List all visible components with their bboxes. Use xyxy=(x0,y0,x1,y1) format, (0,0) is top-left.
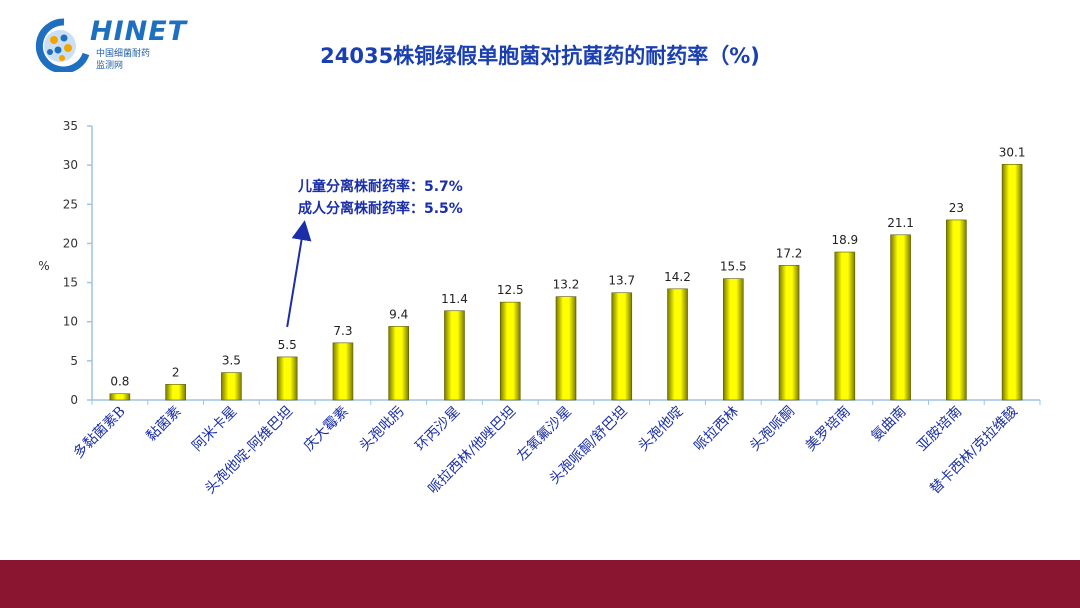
bar xyxy=(890,234,911,401)
logo-subtitle-line1: 中国细菌耐药 xyxy=(96,49,151,59)
x-category-label: 环丙沙星 xyxy=(412,404,463,455)
y-tick-label: 25 xyxy=(63,197,78,211)
bar-chart: 0 5 10 15 20 25 30 35% 0.8 多黏菌素B 2 黏菌素 3.5 阿米卡星 5.5 头孢他… xyxy=(38,119,1041,497)
bar-value-label: 7.3 xyxy=(333,324,352,338)
chinet-logo: HINET 中国细菌耐药 监测网 xyxy=(34,16,188,72)
annotation-arrow xyxy=(286,220,312,328)
x-category-label: 氨曲南 xyxy=(868,404,909,445)
bar xyxy=(332,342,354,401)
bar xyxy=(1001,164,1023,401)
bar xyxy=(722,278,744,401)
bar xyxy=(778,265,800,401)
y-tick-label: 15 xyxy=(63,276,78,290)
x-category-label: 头孢吡肟 xyxy=(357,404,408,455)
bar xyxy=(165,384,186,401)
bar xyxy=(834,251,856,401)
bar xyxy=(276,356,298,401)
chart-title: 24035株铜绿假单胞菌对抗菌药的耐药率（%) xyxy=(320,44,760,68)
y-tick-label: 5 xyxy=(70,354,78,368)
bar xyxy=(667,288,688,401)
bar-value-label: 5.5 xyxy=(278,338,297,352)
bar-value-label: 30.1 xyxy=(999,145,1026,159)
x-category-label: 阿米卡星 xyxy=(189,404,240,455)
bar-value-label: 14.2 xyxy=(664,270,691,284)
bar-value-label: 15.5 xyxy=(720,260,747,274)
bar-value-label: 11.4 xyxy=(441,292,468,306)
bar-value-label: 9.4 xyxy=(389,307,408,321)
bar-value-label: 18.9 xyxy=(831,233,858,247)
x-category-label: 美罗培南 xyxy=(803,404,854,455)
x-category-label: 头孢他啶 xyxy=(635,404,686,455)
bar xyxy=(611,292,633,401)
bar-value-label: 13.7 xyxy=(608,274,635,288)
x-category-label: 头孢哌酮 xyxy=(746,403,798,455)
bar xyxy=(388,326,410,401)
bar-value-label: 12.5 xyxy=(497,283,524,297)
y-tick-label: 20 xyxy=(63,236,78,250)
x-category-label: 庆大霉素 xyxy=(301,404,352,455)
bar xyxy=(555,296,577,401)
bar xyxy=(946,219,967,401)
x-category-label: 左氧氟沙星 xyxy=(514,404,575,465)
y-tick-label: 0 xyxy=(70,393,78,407)
annotation-box: 儿童分离株耐药率：5.7% 成人分离株耐药率：5.5% xyxy=(298,176,463,220)
y-axis-label: % xyxy=(38,259,49,273)
logo-globe-icon xyxy=(35,18,90,72)
x-category-label: 多黏菌素B xyxy=(70,403,129,462)
bar xyxy=(109,393,131,401)
logo-subtitle-line2: 监测网 xyxy=(96,61,124,71)
x-category-label: 亚胺培南 xyxy=(914,404,965,455)
y-tick-label: 30 xyxy=(63,158,78,172)
annotation-line-adults: 成人分离株耐药率：5.5% xyxy=(298,201,463,217)
bar-value-label: 13.2 xyxy=(553,278,580,292)
bar-value-label: 3.5 xyxy=(222,354,241,368)
x-category-label: 哌拉西林 xyxy=(691,403,743,455)
bar xyxy=(499,301,521,401)
bar-value-label: 0.8 xyxy=(110,375,129,389)
bar-value-label: 21.1 xyxy=(887,216,914,230)
annotation-line-children: 儿童分离株耐药率：5.7% xyxy=(298,179,463,195)
bar xyxy=(221,372,242,401)
logo-wordmark: HINET xyxy=(90,16,188,47)
footer-bar xyxy=(0,560,1080,608)
y-tick-label: 35 xyxy=(63,119,78,133)
bar-value-label: 17.2 xyxy=(776,246,803,260)
bar xyxy=(444,310,465,401)
bar-value-label: 23 xyxy=(949,201,964,215)
bar-value-label: 2 xyxy=(172,365,180,379)
y-tick-label: 10 xyxy=(63,315,78,329)
x-category-label: 黏菌素 xyxy=(143,404,184,445)
